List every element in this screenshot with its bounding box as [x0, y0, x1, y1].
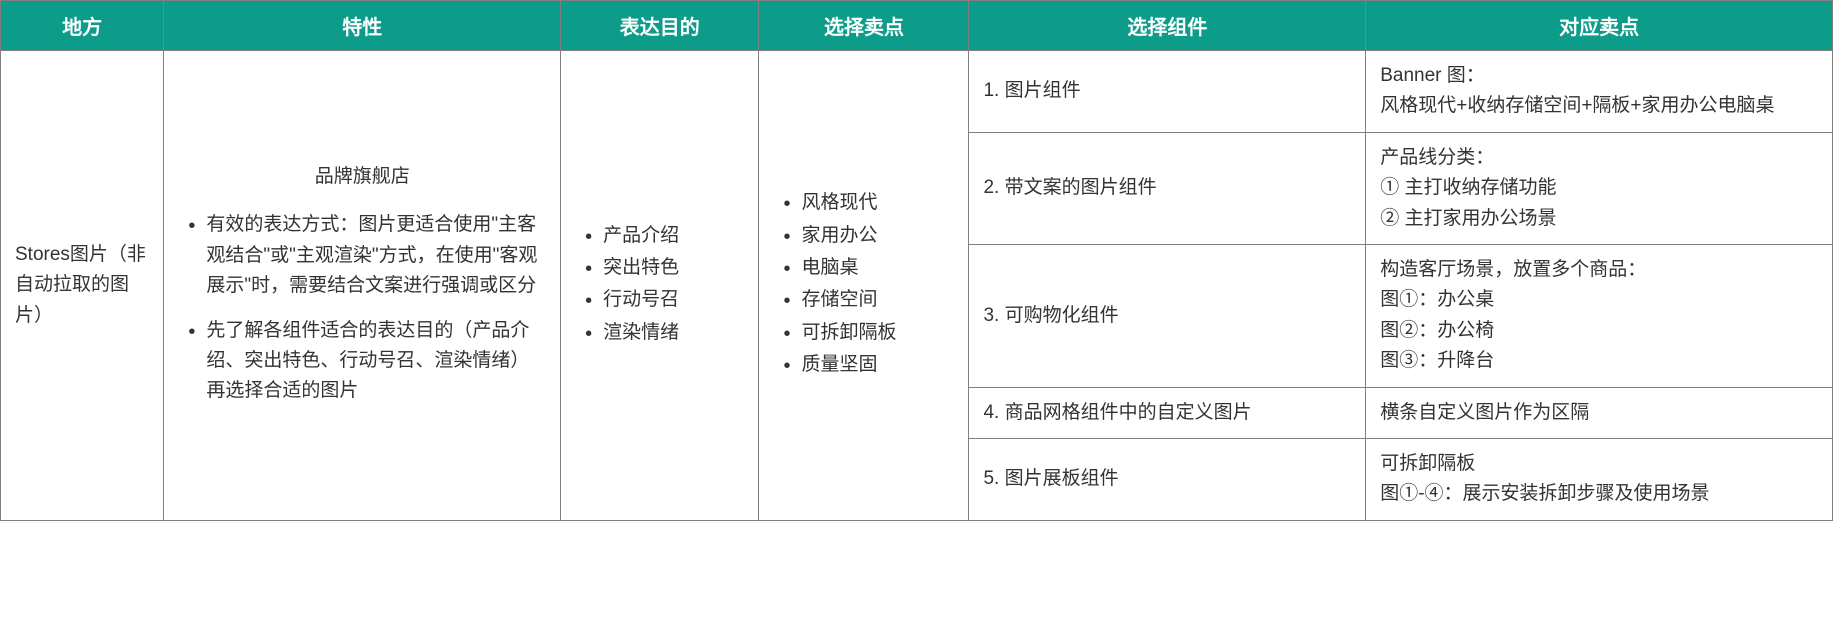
- purpose-bullet: 突出特色: [581, 253, 744, 283]
- sellpoint-bullet: 质量坚固: [779, 350, 954, 380]
- header-purpose: 表达目的: [561, 1, 759, 51]
- cell-place: Stores图片（非自动拉取的图片）: [1, 51, 164, 521]
- feature-bullet: 先了解各组件适合的表达目的（产品介绍、突出特色、行动号召、渲染情绪）再选择合适的…: [184, 316, 546, 407]
- cell-component: 5. 图片展板组件: [969, 438, 1366, 520]
- cell-correspond: 构造客厅场景，放置多个商品： 图①：办公桌 图②：办公椅 图③：升降台: [1366, 244, 1833, 387]
- sellpoint-list: 风格现代 家用办公 电脑桌 存储空间 可拆卸隔板 质量坚固: [773, 188, 954, 380]
- header-row: 地方 特性 表达目的 选择卖点 选择组件 对应卖点: [1, 1, 1833, 51]
- sellpoint-bullet: 家用办公: [779, 221, 954, 251]
- cell-correspond: 产品线分类： ① 主打收纳存储功能 ② 主打家用办公场景: [1366, 132, 1833, 244]
- sellpoint-bullet: 风格现代: [779, 188, 954, 218]
- sellpoint-bullet: 存储空间: [779, 285, 954, 315]
- sellpoint-bullet: 可拆卸隔板: [779, 318, 954, 348]
- cell-sellpoint: 风格现代 家用办公 电脑桌 存储空间 可拆卸隔板 质量坚固: [759, 51, 969, 521]
- sellpoint-bullet: 电脑桌: [779, 253, 954, 283]
- header-component: 选择组件: [969, 1, 1366, 51]
- purpose-bullet: 行动号召: [581, 285, 744, 315]
- table-row: Stores图片（非自动拉取的图片） 品牌旗舰店 有效的表达方式：图片更适合使用…: [1, 51, 1833, 133]
- header-place: 地方: [1, 1, 164, 51]
- cell-component: 2. 带文案的图片组件: [969, 132, 1366, 244]
- cell-correspond: 可拆卸隔板 图①-④：展示安装拆卸步骤及使用场景: [1366, 438, 1833, 520]
- header-correspond: 对应卖点: [1366, 1, 1833, 51]
- purpose-list: 产品介绍 突出特色 行动号召 渲染情绪: [575, 221, 744, 349]
- cell-component: 1. 图片组件: [969, 51, 1366, 133]
- header-feature: 特性: [164, 1, 561, 51]
- table-container: 地方 特性 表达目的 选择卖点 选择组件 对应卖点 Stores图片（非自动拉取…: [0, 0, 1833, 521]
- cell-component: 3. 可购物化组件: [969, 244, 1366, 387]
- purpose-bullet: 产品介绍: [581, 221, 744, 251]
- feature-title: 品牌旗舰店: [178, 162, 546, 192]
- feature-bullet: 有效的表达方式：图片更适合使用"主客观结合"或"主观渲染"方式，在使用"客观展示…: [184, 210, 546, 301]
- content-table: 地方 特性 表达目的 选择卖点 选择组件 对应卖点 Stores图片（非自动拉取…: [0, 0, 1833, 521]
- feature-list-2: 先了解各组件适合的表达目的（产品介绍、突出特色、行动号召、渲染情绪）再选择合适的…: [178, 316, 546, 407]
- spacer: [178, 304, 546, 316]
- cell-correspond: Banner 图： 风格现代+收纳存储空间+隔板+家用办公电脑桌: [1366, 51, 1833, 133]
- feature-list: 有效的表达方式：图片更适合使用"主客观结合"或"主观渲染"方式，在使用"客观展示…: [178, 210, 546, 301]
- cell-component: 4. 商品网格组件中的自定义图片: [969, 387, 1366, 438]
- cell-purpose: 产品介绍 突出特色 行动号召 渲染情绪: [561, 51, 759, 521]
- purpose-bullet: 渲染情绪: [581, 318, 744, 348]
- header-sellpoint: 选择卖点: [759, 1, 969, 51]
- cell-correspond: 横条自定义图片作为区隔: [1366, 387, 1833, 438]
- cell-feature: 品牌旗舰店 有效的表达方式：图片更适合使用"主客观结合"或"主观渲染"方式，在使…: [164, 51, 561, 521]
